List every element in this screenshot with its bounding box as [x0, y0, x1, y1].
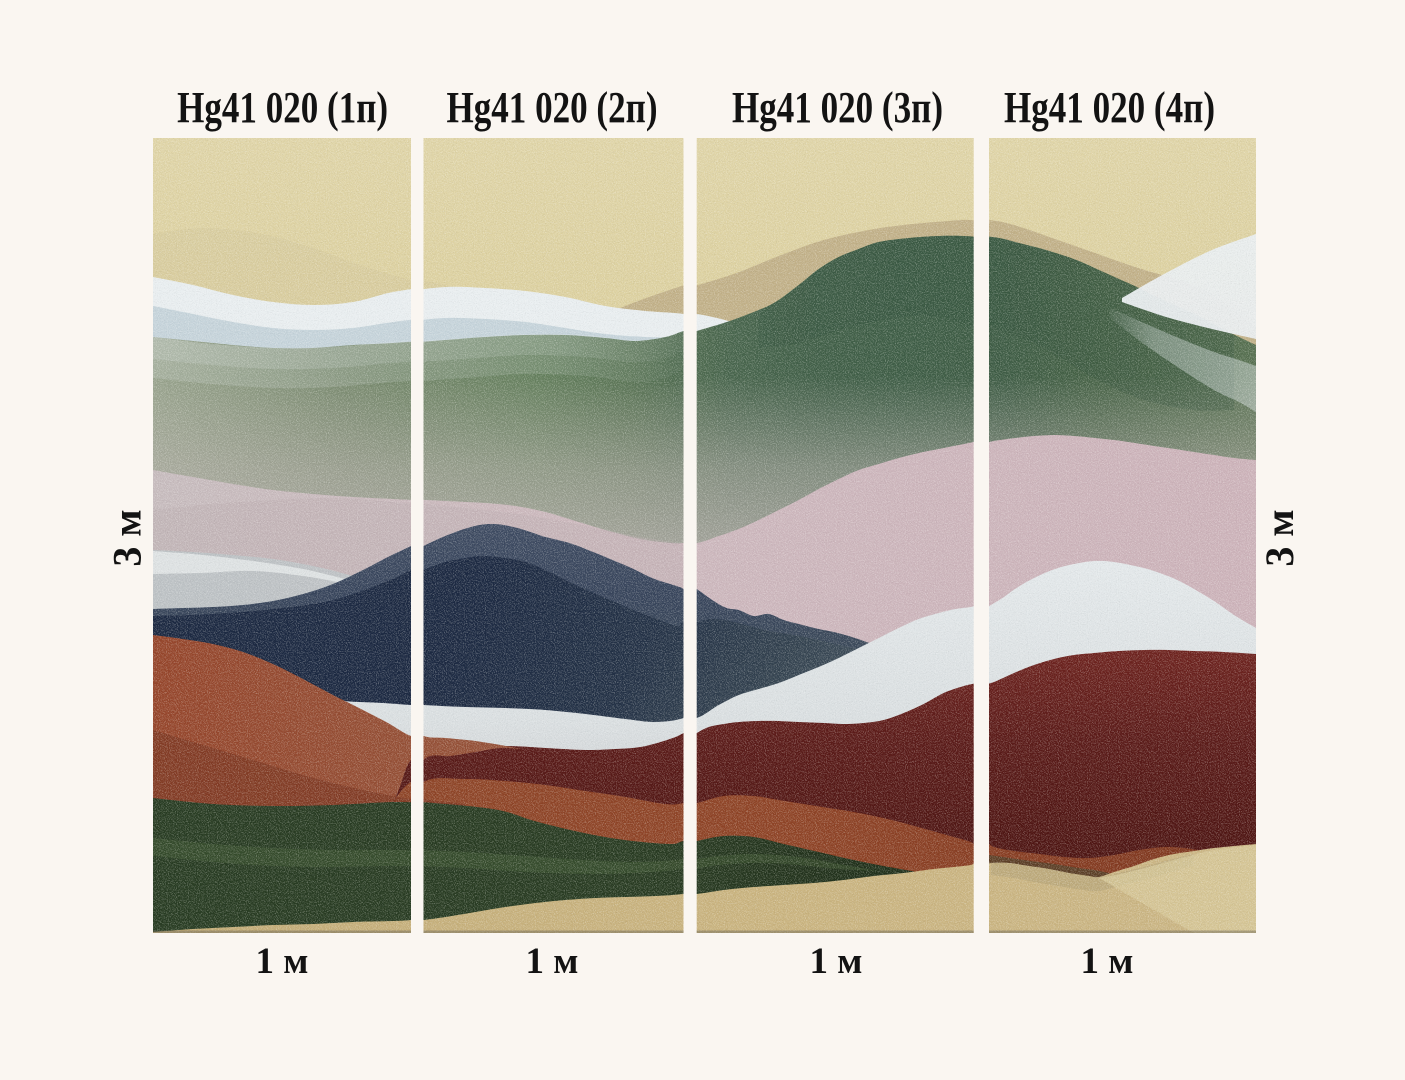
- svg-text:Hg41 020 (4п): Hg41 020 (4п): [1004, 83, 1215, 132]
- svg-text:Hg41 020 (2п): Hg41 020 (2п): [447, 83, 658, 132]
- svg-text:Hg41 020 (3п): Hg41 020 (3п): [732, 83, 943, 132]
- svg-text:1 м: 1 м: [256, 941, 309, 982]
- svg-text:1 м: 1 м: [526, 941, 579, 982]
- svg-text:1 м: 1 м: [1081, 941, 1134, 982]
- svg-text:1 м: 1 м: [810, 941, 863, 982]
- svg-text:3 м: 3 м: [105, 509, 150, 566]
- svg-text:3 м: 3 м: [1257, 509, 1302, 566]
- svg-text:Hg41 020 (1п): Hg41 020 (1п): [177, 83, 388, 132]
